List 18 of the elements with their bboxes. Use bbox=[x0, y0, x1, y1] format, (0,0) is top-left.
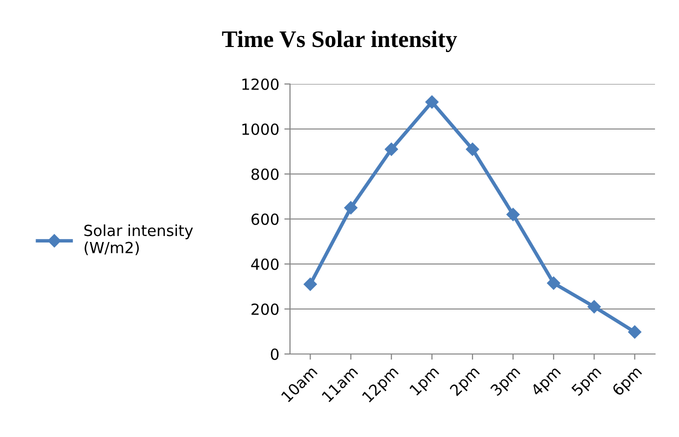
point bbox=[628, 325, 642, 339]
point bbox=[547, 276, 560, 290]
point bbox=[506, 208, 520, 222]
point bbox=[588, 300, 601, 314]
chart-title: Time Vs Solar intensity bbox=[222, 30, 458, 52]
point bbox=[344, 201, 358, 214]
point bbox=[304, 278, 317, 291]
point bbox=[384, 142, 398, 156]
point bbox=[425, 95, 439, 109]
y-tick-label: 1000 bbox=[242, 123, 279, 136]
y-tick-label: 0 bbox=[270, 348, 279, 360]
y-tick-label: 200 bbox=[252, 303, 279, 316]
y-tick-label: 800 bbox=[251, 168, 279, 180]
point bbox=[466, 142, 480, 156]
y-tick-label: 400 bbox=[251, 258, 279, 270]
legend-label: Solar intensity (W/m2) bbox=[84, 224, 193, 256]
y-tick-label: 1200 bbox=[242, 78, 279, 90]
y-tick-label: 600 bbox=[251, 213, 279, 226]
